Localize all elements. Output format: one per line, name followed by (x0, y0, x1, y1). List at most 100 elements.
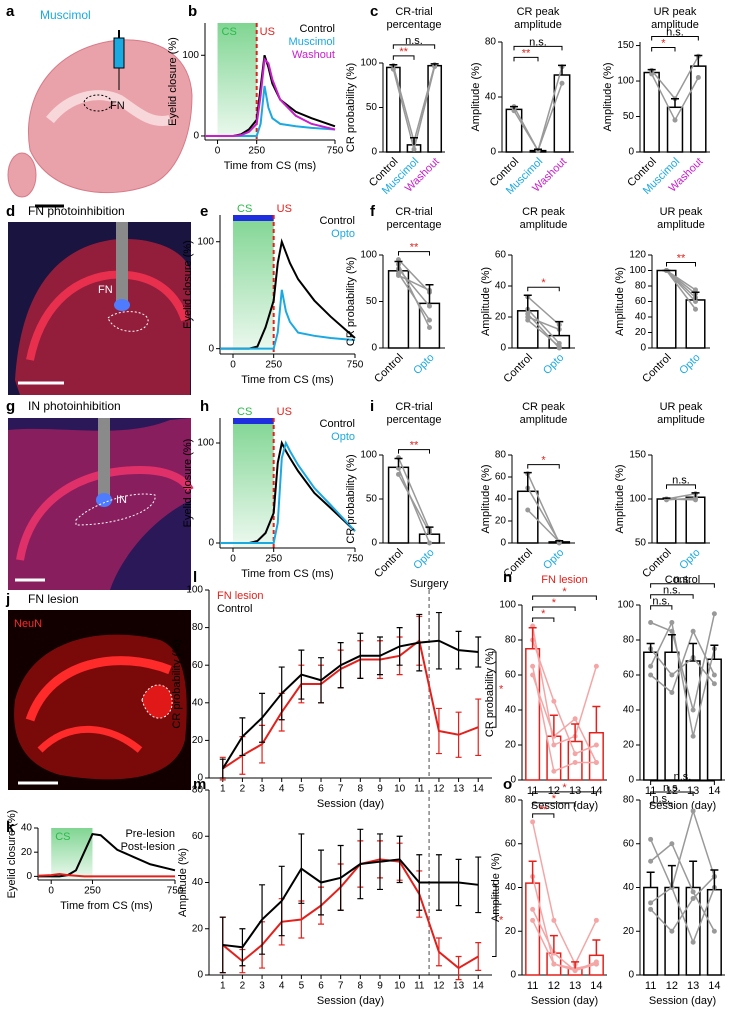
bar (387, 270, 410, 349)
subject-line (527, 296, 560, 326)
error-bar (691, 492, 700, 498)
subject-point (711, 928, 717, 934)
y-axis-label: Eyelid closure (%) (6, 810, 18, 899)
subject-point (525, 314, 531, 320)
region-label: FN (110, 100, 125, 112)
bar (588, 732, 604, 781)
subject-line (397, 474, 431, 533)
subject-line (665, 269, 697, 303)
light-spot (114, 299, 130, 311)
x-tick-label: 3 (259, 784, 265, 795)
error-bar (528, 627, 537, 649)
y-tick-label: 50 (623, 111, 635, 122)
error-bar (549, 714, 558, 737)
series-line (205, 57, 336, 137)
x-tick-label: Opto (677, 352, 702, 377)
x-tick-label: Control (501, 352, 535, 386)
x-axis-label: Time from CS (ms) (241, 568, 333, 580)
tissue (14, 634, 187, 780)
panel-label: o (503, 776, 512, 793)
x-tick-label: 0 (48, 886, 54, 897)
x-axis-label: Time from CS (ms) (224, 160, 316, 172)
significance-bracket (532, 595, 597, 600)
subject-line (650, 613, 716, 711)
subject-point (593, 663, 599, 669)
y-tick-label: 40 (623, 882, 635, 893)
significance-bracket (651, 46, 676, 52)
panel-label: b (188, 3, 197, 20)
subject-line (666, 497, 696, 501)
subject-point (556, 343, 562, 349)
x-tick-label: 750 (347, 360, 364, 371)
significance-bracket (513, 45, 563, 51)
image-panel-j: j FN lesion NeuN (5, 591, 191, 790)
subject-point (693, 306, 698, 312)
granule-layer (25, 656, 172, 722)
significance-label: n.s. (652, 793, 670, 805)
significance-bracket (532, 617, 555, 622)
subject-line (527, 308, 560, 344)
legend-entry: Muscimol (289, 36, 335, 48)
significance-label: * (541, 455, 546, 467)
y-axis-label: Amplitude (%) (470, 62, 482, 131)
subject-point (669, 841, 675, 847)
subject-line (527, 509, 560, 543)
x-tick-label: 11 (645, 980, 656, 992)
y-tick-label: 100 (629, 494, 646, 505)
subject-point (593, 961, 599, 967)
panel-label: f (370, 203, 376, 220)
y-tick-label: 100 (360, 58, 377, 69)
significance-bracket (650, 791, 694, 796)
chart-title: amplitude (657, 414, 705, 426)
subject-line (531, 674, 598, 763)
bar (666, 106, 684, 153)
error-bar (646, 871, 655, 888)
error-bar (410, 137, 418, 145)
legend-entry: Control (320, 215, 355, 227)
significance-bracket (666, 484, 696, 489)
cs-window (51, 828, 93, 880)
significance-label: ** (410, 242, 419, 254)
brain-slice (28, 39, 193, 194)
granule-layer (16, 465, 194, 561)
x-tick-label: Opto (541, 547, 566, 572)
subject-line (531, 821, 598, 966)
side-bracket (492, 884, 497, 957)
y-tick-label: 100 (186, 585, 203, 596)
x-tick-label: 5 (299, 981, 305, 992)
x-axis-label: Time from CS (ms) (241, 374, 333, 386)
chart-title: CR-trial (395, 6, 432, 18)
y-axis-label: Amplitude (%) (480, 267, 492, 336)
light-bar (233, 418, 274, 424)
y-tick-label: 50 (366, 102, 378, 113)
subject-point (551, 698, 557, 704)
x-tick-label: 11 (527, 980, 538, 992)
cs-label: CS (237, 406, 252, 418)
y-tick-label: 60 (623, 838, 635, 849)
subject-line (650, 842, 716, 932)
y-tick-label: 60 (623, 670, 635, 681)
subject-point (427, 325, 432, 331)
x-tick-label: 6 (318, 784, 324, 795)
y-tick-label: 100 (197, 236, 214, 247)
subject-line (531, 919, 597, 970)
subject-line (397, 263, 431, 328)
significance-bracket (527, 464, 560, 469)
subject-point (525, 507, 531, 513)
image-panel-d: d FN photoinhibition FN (6, 203, 191, 395)
subject-point (411, 146, 417, 152)
stain-label: NeuN (14, 618, 42, 630)
significance-label: * (541, 608, 546, 620)
x-tick-label: 7 (338, 784, 344, 795)
error-bar (394, 260, 403, 271)
error-bar (555, 540, 564, 542)
x-tick-label: Opto (541, 352, 566, 377)
error-bar (592, 705, 601, 733)
x-tick-label: 12 (433, 784, 445, 795)
x-tick-label: 13 (569, 785, 581, 797)
panel-label: a (6, 3, 15, 20)
subject-line (397, 467, 431, 544)
significance-label: n.s. (672, 475, 690, 487)
significance-label: n.s. (674, 771, 692, 783)
